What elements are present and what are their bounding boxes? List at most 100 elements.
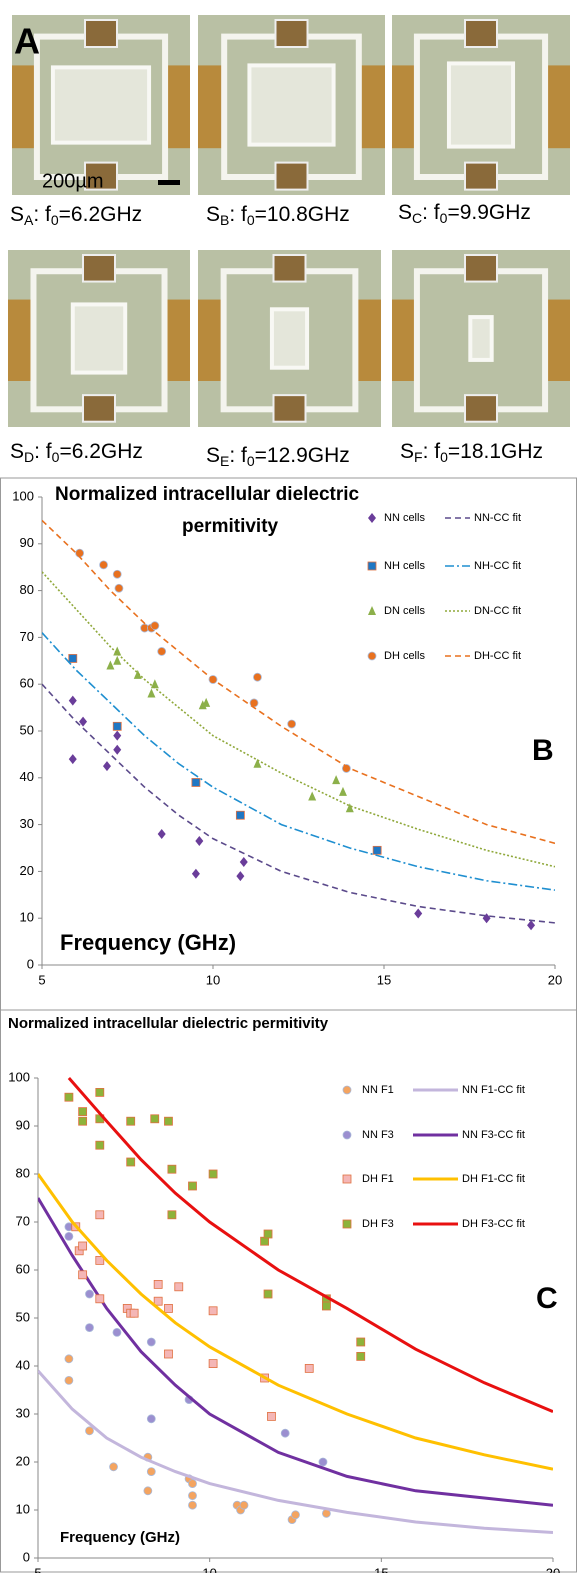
scale-label: 200µm bbox=[42, 170, 104, 192]
pad bbox=[276, 20, 308, 47]
caption-text: S bbox=[206, 203, 220, 226]
y-tick-label: 30 bbox=[20, 816, 34, 831]
y-tick-label: 30 bbox=[16, 1405, 30, 1420]
legend-label: DH cells bbox=[384, 650, 425, 662]
panel-letter: B bbox=[532, 734, 554, 767]
caption-text: : f bbox=[33, 203, 51, 226]
caption-text: =6.2GHz bbox=[59, 440, 142, 463]
point bbox=[69, 654, 77, 662]
point bbox=[69, 696, 77, 706]
y-tick-label: 0 bbox=[27, 956, 34, 971]
point bbox=[322, 1302, 330, 1310]
point bbox=[110, 1463, 118, 1471]
caption-subscript: 0 bbox=[247, 212, 255, 228]
point bbox=[86, 1290, 94, 1298]
y-tick-label: 10 bbox=[16, 1501, 30, 1516]
electrode bbox=[198, 65, 222, 148]
pad bbox=[274, 395, 306, 422]
point bbox=[151, 1115, 159, 1123]
point bbox=[69, 754, 77, 764]
point bbox=[113, 656, 121, 665]
point bbox=[357, 1352, 365, 1360]
electrode bbox=[547, 65, 570, 148]
legend-marker bbox=[368, 562, 376, 570]
point bbox=[79, 717, 87, 727]
point bbox=[113, 646, 121, 655]
point bbox=[144, 1487, 152, 1495]
legend-marker bbox=[368, 513, 376, 523]
x-tick-label: 10 bbox=[202, 1565, 216, 1573]
x-tick-label: 20 bbox=[548, 972, 562, 987]
point bbox=[253, 673, 261, 681]
pad bbox=[465, 395, 497, 422]
legend-label: NN F1 bbox=[362, 1084, 394, 1096]
point bbox=[195, 836, 203, 846]
point bbox=[332, 775, 340, 784]
point bbox=[209, 1170, 217, 1178]
point bbox=[65, 1232, 73, 1240]
electrode bbox=[12, 65, 35, 148]
point bbox=[147, 689, 155, 698]
point bbox=[240, 857, 248, 867]
point bbox=[127, 1158, 135, 1166]
caption-subscript: 0 bbox=[51, 212, 59, 228]
point bbox=[267, 1412, 275, 1420]
x-tick-label: 15 bbox=[374, 1565, 388, 1573]
electrode bbox=[361, 65, 385, 148]
y-tick-label: 70 bbox=[16, 1213, 30, 1228]
caption-text: : f bbox=[34, 440, 52, 463]
y-tick-label: 40 bbox=[16, 1357, 30, 1372]
point bbox=[96, 1088, 104, 1096]
point bbox=[192, 869, 200, 879]
caption-subscript: 0 bbox=[52, 449, 60, 465]
electrode bbox=[198, 300, 222, 381]
point bbox=[236, 811, 244, 819]
caption-text: : f bbox=[423, 440, 441, 463]
x-axis-label: Frequency (GHz) bbox=[60, 930, 236, 955]
caption-subscript: 0 bbox=[247, 453, 255, 469]
caption-text: =6.2GHz bbox=[59, 203, 142, 226]
point bbox=[96, 1141, 104, 1149]
y-tick-label: 20 bbox=[20, 863, 34, 878]
point bbox=[305, 1364, 313, 1372]
point bbox=[189, 1480, 197, 1488]
caption: SB: f0=10.8GHz bbox=[206, 203, 350, 228]
caption-text: S bbox=[206, 444, 220, 467]
legend-label: DH F3-CC fit bbox=[462, 1218, 525, 1230]
x-axis-label: Frequency (GHz) bbox=[60, 1529, 180, 1546]
caption: SE: f0=12.9GHz bbox=[206, 444, 350, 469]
point bbox=[292, 1511, 300, 1519]
legend-label: NN F3 bbox=[362, 1129, 394, 1141]
caption-subscript: 0 bbox=[440, 449, 448, 465]
point bbox=[209, 1360, 217, 1368]
pad bbox=[465, 20, 497, 47]
legend-marker bbox=[368, 606, 376, 615]
chart-title: Normalized intracellular dielectric bbox=[55, 484, 360, 505]
y-tick-label: 80 bbox=[16, 1165, 30, 1180]
device-photo bbox=[198, 15, 385, 195]
point bbox=[86, 1427, 94, 1435]
y-tick-label: 20 bbox=[16, 1453, 30, 1468]
y-tick-label: 10 bbox=[20, 910, 34, 925]
y-tick-label: 100 bbox=[12, 488, 34, 503]
x-tick-label: 10 bbox=[206, 972, 220, 987]
point bbox=[189, 1492, 197, 1500]
y-tick-label: 50 bbox=[20, 722, 34, 737]
pad bbox=[83, 395, 115, 422]
legend-marker bbox=[368, 652, 376, 660]
point bbox=[192, 778, 200, 786]
caption-text: =12.9GHz bbox=[255, 444, 350, 467]
legend-label: DN-CC fit bbox=[474, 605, 521, 617]
point bbox=[65, 1376, 73, 1384]
point bbox=[264, 1290, 272, 1298]
point bbox=[189, 1182, 197, 1190]
point bbox=[96, 1211, 104, 1219]
caption-text: : f bbox=[229, 203, 247, 226]
chart-title: permitivity bbox=[182, 516, 279, 537]
point bbox=[168, 1165, 176, 1173]
device-photo bbox=[392, 250, 570, 427]
caption-text: =9.9GHz bbox=[447, 201, 530, 224]
y-tick-label: 70 bbox=[20, 629, 34, 644]
point bbox=[281, 1429, 289, 1437]
